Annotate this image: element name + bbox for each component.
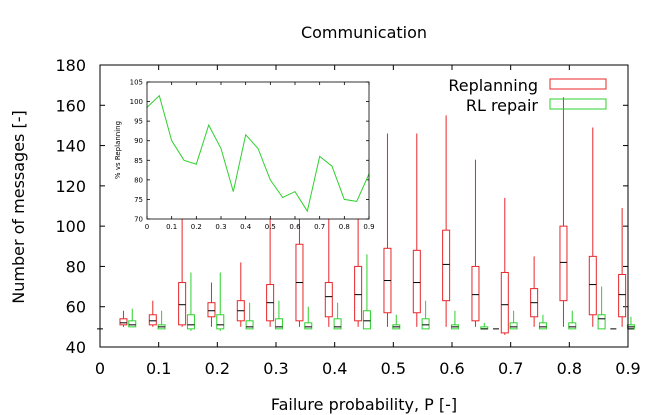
y-tick-label: 180 [55, 56, 86, 75]
inset-marks: 0 0.1 0.2 0.3 0.4 0.5 0.6 0.7 0.8 0.9 70 75 80 85 90 95… [130, 79, 375, 232]
inset-x-tick-label: 0.8 [339, 223, 350, 231]
inset-y-tick-label: 80 [134, 176, 143, 184]
tick-labels: 0 0.1 0.2 0.3 0.4 0.5 0.6 0.7 0.8 0.9 40 60 80 100 120… [55, 56, 640, 378]
x-axis-label: Failure probability, P [-] [271, 395, 457, 414]
rl-repair-box [538, 322, 547, 330]
legend-swatch-rl-repair [549, 98, 607, 110]
x-tick-label: 0.5 [381, 359, 406, 378]
x-tick-label: 0.3 [263, 359, 288, 378]
replanning-box [148, 314, 157, 326]
y-tick-label: 140 [55, 137, 86, 156]
inset-x-tick-label: 0.1 [166, 223, 177, 231]
replanning-box [442, 229, 451, 302]
y-tick-label: 80 [66, 257, 86, 276]
inset-x-tick-label: 0 [145, 223, 149, 231]
legend-label-rl-repair: RL repair [466, 96, 539, 115]
replanning-box [324, 282, 333, 318]
replanning-box [471, 265, 480, 322]
y-tick-label: 100 [55, 217, 86, 236]
rl-repair-box [128, 320, 137, 328]
y-tick-label: 160 [55, 96, 86, 115]
inset-y-tick-label: 75 [134, 196, 143, 204]
rl-repair-box [421, 318, 430, 330]
replanning-box [412, 249, 421, 314]
legend: Replanning RL repair [448, 76, 607, 115]
inset-series-line [146, 94, 370, 213]
replanning-box [178, 282, 187, 326]
rl-repair-box [362, 310, 371, 330]
boxplots [97, 97, 635, 335]
y-tick-label: 40 [66, 338, 86, 357]
rl-repair-box [568, 322, 577, 330]
x-tick-label: 0.8 [557, 359, 582, 378]
inset-x-tick-label: 0.7 [314, 223, 325, 231]
replanning-box [119, 318, 128, 326]
x-tick-label: 0.4 [322, 359, 347, 378]
inset-y-tick-label: 85 [134, 157, 143, 165]
replanning-box [588, 255, 597, 316]
inset-y-tick-label: 90 [134, 137, 143, 145]
inset-x-tick-label: 0.6 [289, 223, 301, 231]
rl-repair-box [509, 322, 518, 330]
x-tick-label: 0.1 [146, 359, 171, 378]
rl-repair-box [333, 318, 342, 330]
rl-repair-box [245, 320, 254, 330]
inset-x-tick-label: 0.4 [240, 223, 252, 231]
inset-x-tick-label: 0.3 [215, 223, 226, 231]
x-tick-label: 0.7 [498, 359, 523, 378]
y-tick-label: 120 [55, 177, 86, 196]
y-tick-label: 60 [66, 298, 86, 317]
replanning-box [500, 271, 509, 334]
inset-x-tick-label: 0.5 [265, 223, 276, 231]
inset-y-tick-label: 105 [130, 79, 143, 87]
inset-y-tick-label: 95 [134, 118, 143, 126]
replanning-box [559, 225, 568, 302]
replanning-box [354, 265, 363, 322]
inset-y-axis-label: % vs Replanning [114, 121, 122, 179]
replanning-box [207, 302, 216, 318]
inset-chart: 0 0.1 0.2 0.3 0.4 0.5 0.6 0.7 0.8 0.9 70 75 80 85 90 95… [114, 79, 375, 232]
rl-repair-box [304, 322, 313, 330]
legend-label-replanning: Replanning [448, 76, 538, 95]
rl-repair-box [597, 314, 606, 330]
x-tick-label: 0.2 [205, 359, 230, 378]
legend-swatch-replanning [549, 78, 607, 90]
plot-frame [99, 64, 629, 348]
inset-background [147, 82, 369, 219]
inset-y-tick-label: 70 [134, 216, 143, 224]
rl-repair-box [186, 314, 195, 330]
rl-repair-box [274, 318, 283, 330]
tick-marks [99, 64, 629, 348]
inset-frame [146, 81, 370, 220]
chart-title: Communication [301, 23, 427, 42]
x-tick-label: 0.6 [439, 359, 464, 378]
x-tick-label: 0 [95, 359, 105, 378]
inset-x-tick-label: 0.9 [363, 223, 374, 231]
x-tick-label: 0.9 [615, 359, 640, 378]
inset-x-tick-label: 0.2 [191, 223, 202, 231]
rl-repair-box [216, 314, 225, 330]
y-axis-label: Number of messages [-] [9, 110, 28, 303]
inset-y-tick-label: 100 [130, 98, 143, 106]
replanning-box [618, 273, 627, 318]
